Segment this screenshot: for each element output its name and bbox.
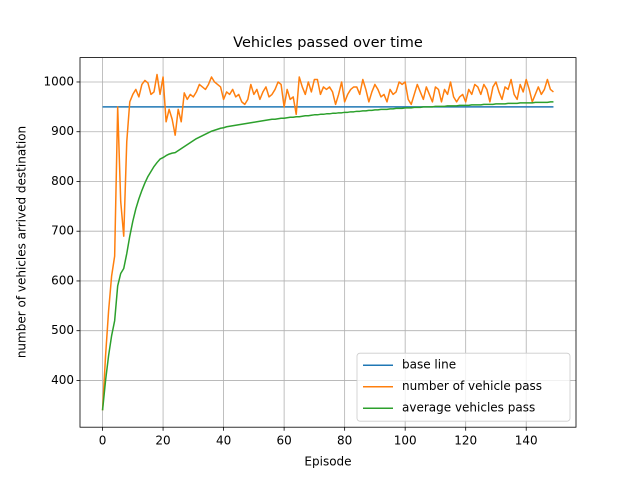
y-tick-label: 400 [51, 373, 74, 387]
chart-title: Vehicles passed over time [233, 35, 423, 51]
x-tick-label: 100 [394, 434, 417, 448]
x-tick-label: 20 [155, 434, 170, 448]
y-tick-label: 900 [51, 124, 74, 138]
y-axis-label: number of vehicles arrived destination [15, 126, 29, 358]
x-tick-label: 0 [99, 434, 107, 448]
legend-label: number of vehicle pass [402, 379, 542, 393]
x-tick-label: 80 [337, 434, 352, 448]
series-line [101, 101, 554, 411]
x-tick-label: 60 [276, 434, 291, 448]
y-tick-label: 1000 [43, 74, 74, 88]
x-tick-label: 40 [216, 434, 231, 448]
y-tick-label: 800 [51, 174, 74, 188]
series-line [101, 73, 554, 411]
legend-box [356, 352, 571, 422]
x-tick-label: 140 [515, 434, 538, 448]
x-tick-label: 120 [454, 434, 477, 448]
legend-label: average vehicles pass [402, 401, 535, 415]
y-tick-label: 500 [51, 323, 74, 337]
legend-label: base line [402, 358, 456, 372]
plot-frame [79, 57, 577, 428]
x-axis-label: Episode [304, 455, 351, 469]
y-tick-label: 700 [51, 224, 74, 238]
y-tick-label: 600 [51, 273, 74, 287]
